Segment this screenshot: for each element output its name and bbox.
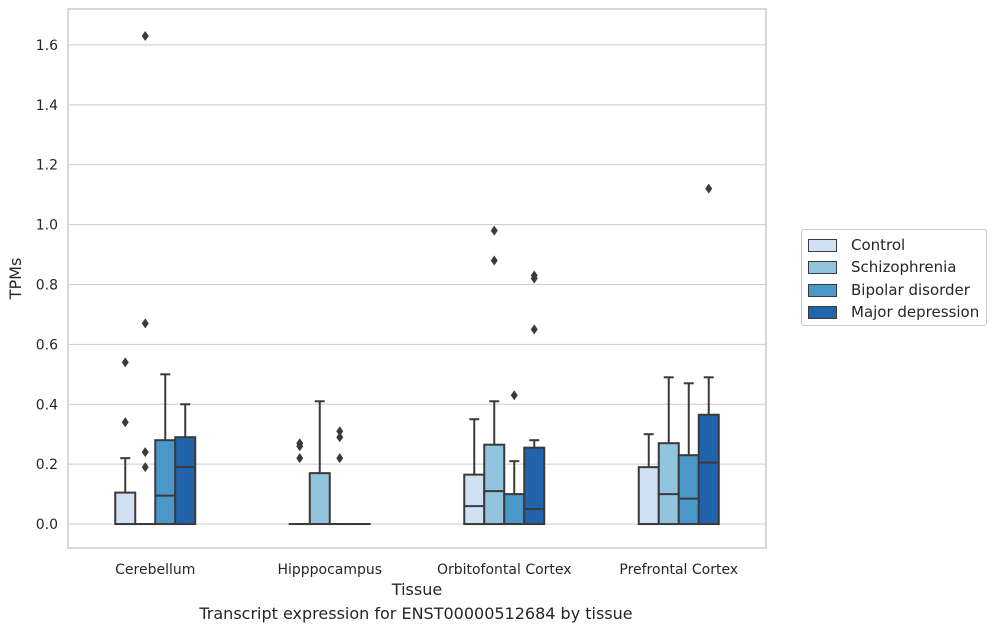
y-tick-label: 1.2 [36, 158, 58, 174]
legend-swatch-control [808, 238, 837, 252]
outlier-point [705, 183, 713, 194]
y-tick-label: 0.4 [36, 397, 58, 413]
outlier-point [296, 453, 304, 464]
box-body [523, 446, 546, 526]
outlier-point [121, 357, 129, 368]
box-control [637, 433, 660, 526]
box-body [308, 472, 331, 526]
x-tick-label: Hipppocampus [277, 562, 382, 578]
y-axis-label: TPMs [6, 258, 25, 301]
legend: Control Schizophrenia Bipolar disorder M… [801, 229, 987, 326]
y-tick-label: 1.6 [36, 38, 58, 54]
outlier-point [490, 225, 498, 236]
outlier-point [530, 270, 538, 281]
box-major-depression [697, 183, 720, 526]
chart-caption: Transcript expression for ENST0000051268… [199, 604, 633, 623]
outlier-point [530, 324, 538, 335]
legend-label-bipolar-disorder: Bipolar disorder [851, 281, 970, 299]
plot-frame [67, 8, 767, 549]
legend-item-control: Control [808, 235, 905, 255]
outlier-point [336, 432, 344, 443]
box-control [463, 418, 486, 526]
y-tick-label: 0.8 [36, 277, 58, 293]
outlier-point [141, 318, 149, 329]
box-major-depression [523, 270, 546, 526]
y-tick-label: 0.0 [36, 517, 58, 533]
outlier-point [141, 30, 149, 41]
box-body [637, 466, 660, 526]
box-control [114, 357, 137, 526]
outlier-point [510, 390, 518, 401]
box-bipolar-disorder [503, 390, 526, 526]
y-tick-label: 0.2 [36, 457, 58, 473]
box-schizophrenia [308, 400, 331, 526]
box-bipolar-disorder [677, 382, 700, 526]
legend-swatch-major-depression [808, 305, 837, 319]
box-body [463, 473, 486, 526]
box-major-depression [174, 403, 197, 526]
box-body [657, 442, 680, 526]
box-schizophrenia [483, 225, 506, 526]
outlier-point [141, 447, 149, 458]
outlier-point [490, 255, 498, 266]
legend-swatch-schizophrenia [808, 260, 837, 274]
outlier-point [296, 438, 304, 449]
legend-item-schizophrenia: Schizophrenia [808, 257, 956, 277]
box-body [114, 491, 137, 526]
box-bipolar-disorder [154, 373, 177, 526]
box-body [697, 413, 720, 526]
x-tick-label: Prefrontal Cortex [619, 562, 738, 578]
y-tick-label: 1.0 [36, 218, 58, 234]
box-body [503, 493, 526, 526]
legend-label-control: Control [851, 236, 906, 254]
x-tick-label: Orbitofontal Cortex [437, 562, 572, 578]
y-tick-label: 0.6 [36, 337, 58, 353]
box-body [154, 439, 177, 526]
outlier-point [336, 426, 344, 437]
outlier-point [141, 462, 149, 473]
outlier-point [336, 453, 344, 464]
box-schizophrenia [134, 30, 157, 526]
box-schizophrenia [657, 376, 680, 526]
box-body [677, 454, 700, 526]
legend-item-bipolar-disorder: Bipolar disorder [808, 280, 970, 300]
x-axis-label: Tissue [391, 580, 442, 599]
box-body [483, 443, 506, 526]
box-body [174, 436, 197, 526]
y-tick-label: 1.4 [36, 98, 58, 114]
box-bipolar-disorder [328, 426, 351, 526]
legend-label-major-depression: Major depression [851, 303, 980, 321]
legend-item-major-depression: Major depression [808, 302, 979, 322]
legend-label-schizophrenia: Schizophrenia [851, 258, 957, 276]
legend-swatch-bipolar-disorder [808, 283, 837, 297]
outlier-point [121, 417, 129, 428]
x-tick-label: Cerebellum [115, 562, 195, 578]
box-control [288, 438, 311, 526]
